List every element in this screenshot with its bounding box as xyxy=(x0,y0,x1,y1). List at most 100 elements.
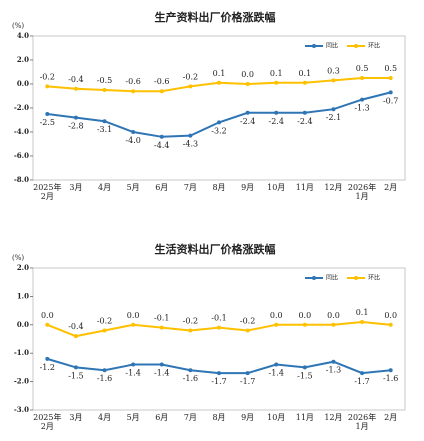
point xyxy=(302,365,307,370)
data-label: -1.6 xyxy=(383,374,398,383)
data-label: -2.8 xyxy=(68,122,83,131)
point xyxy=(217,325,221,330)
point xyxy=(102,119,107,124)
data-label: 0.0 xyxy=(127,311,140,320)
x-tick-label: 6月 xyxy=(155,413,169,422)
data-label: 0.0 xyxy=(241,70,254,79)
data-label: 0.1 xyxy=(356,308,369,317)
point xyxy=(388,76,393,80)
point xyxy=(188,368,193,373)
data-label: -1.5 xyxy=(297,371,312,380)
point xyxy=(274,322,279,327)
data-label: 0.1 xyxy=(270,69,283,78)
legend-label: 环比 xyxy=(368,42,380,50)
point xyxy=(388,322,393,327)
x-tick-label: 2026年 1月 xyxy=(347,183,377,201)
point xyxy=(388,90,393,95)
x-tick-label: 2月 xyxy=(384,183,398,192)
x-tick-label: 11月 xyxy=(295,183,314,192)
legend-label: 同比 xyxy=(326,274,338,282)
point xyxy=(159,134,164,139)
x-tick-label: 4月 xyxy=(97,183,112,192)
y-tick-label: -4.0 xyxy=(14,127,29,136)
data-label: -1.7 xyxy=(240,377,255,386)
point xyxy=(159,362,164,367)
point xyxy=(302,110,307,115)
point xyxy=(302,322,307,327)
point xyxy=(360,97,365,102)
data-label: 0.0 xyxy=(327,311,340,320)
point xyxy=(274,362,279,367)
data-label: -0.2 xyxy=(40,72,55,81)
y-tick-label: -3.0 xyxy=(14,405,29,414)
x-tick-label: 5月 xyxy=(126,413,140,422)
x-tick-label: 5月 xyxy=(126,183,140,192)
data-label: -4.4 xyxy=(154,141,169,150)
point xyxy=(331,78,336,83)
x-tick-label: 7月 xyxy=(183,413,197,422)
data-label: -1.4 xyxy=(125,369,140,378)
x-tick-label: 3月 xyxy=(69,183,83,192)
point xyxy=(102,88,107,92)
data-label: 0.5 xyxy=(384,64,397,73)
x-tick-label: 9月 xyxy=(241,183,255,192)
data-label: 0.0 xyxy=(298,311,311,320)
data-label: 0.0 xyxy=(270,311,283,320)
data-label: -1.6 xyxy=(183,374,198,383)
point xyxy=(360,76,365,80)
point xyxy=(274,110,279,115)
point xyxy=(45,356,50,361)
data-label: -1.6 xyxy=(97,374,112,383)
legend-marker xyxy=(312,44,316,48)
x-tick-label: 2月 xyxy=(384,413,398,422)
data-label: -3.1 xyxy=(97,125,112,134)
x-tick-label: 2025年 2月 xyxy=(33,183,62,201)
data-label: -0.2 xyxy=(183,72,198,81)
data-label: -0.1 xyxy=(211,314,226,323)
data-label: -0.5 xyxy=(97,76,112,85)
data-label: -3.2 xyxy=(211,126,226,135)
y-tick-label: -2.0 xyxy=(14,377,29,386)
point xyxy=(388,368,393,373)
point xyxy=(45,322,50,327)
chart-title: 生活资料出厂价格涨跌幅 xyxy=(155,242,276,256)
data-label: -0.2 xyxy=(97,316,112,325)
data-label: -1.3 xyxy=(354,104,369,113)
data-label: 0.1 xyxy=(213,69,226,78)
point xyxy=(45,112,50,116)
x-tick-label: 12月 xyxy=(324,183,343,192)
point xyxy=(331,322,336,327)
data-label: 0.3 xyxy=(327,66,340,75)
point xyxy=(217,120,221,125)
x-tick-label: 12月 xyxy=(324,413,343,422)
point xyxy=(217,371,221,376)
y-tick-label: 0.0 xyxy=(17,320,29,329)
point xyxy=(73,365,78,370)
data-label: -2.4 xyxy=(269,117,284,126)
point xyxy=(360,371,365,376)
data-label: -2.1 xyxy=(326,113,341,122)
point xyxy=(245,328,250,333)
x-tick-label: 3月 xyxy=(69,413,83,422)
point xyxy=(45,84,50,89)
data-label: -1.5 xyxy=(68,371,83,380)
data-label: 0.1 xyxy=(298,69,311,78)
data-label: -0.4 xyxy=(68,75,83,84)
point xyxy=(302,80,307,85)
data-label: -0.7 xyxy=(383,96,398,105)
point xyxy=(188,84,193,89)
data-label: -0.6 xyxy=(154,77,169,86)
legend-marker xyxy=(354,276,358,280)
point xyxy=(245,371,250,376)
point xyxy=(360,319,365,324)
point xyxy=(73,115,78,120)
x-tick-label: 8月 xyxy=(212,183,226,192)
chart-title: 生产资料出厂价格涨跌幅 xyxy=(155,10,276,24)
x-tick-label: 11月 xyxy=(295,413,314,422)
x-tick-label: 8月 xyxy=(212,413,226,422)
point xyxy=(331,359,336,364)
y-tick-label: -1.0 xyxy=(14,348,29,357)
data-label: -1.2 xyxy=(40,363,55,372)
